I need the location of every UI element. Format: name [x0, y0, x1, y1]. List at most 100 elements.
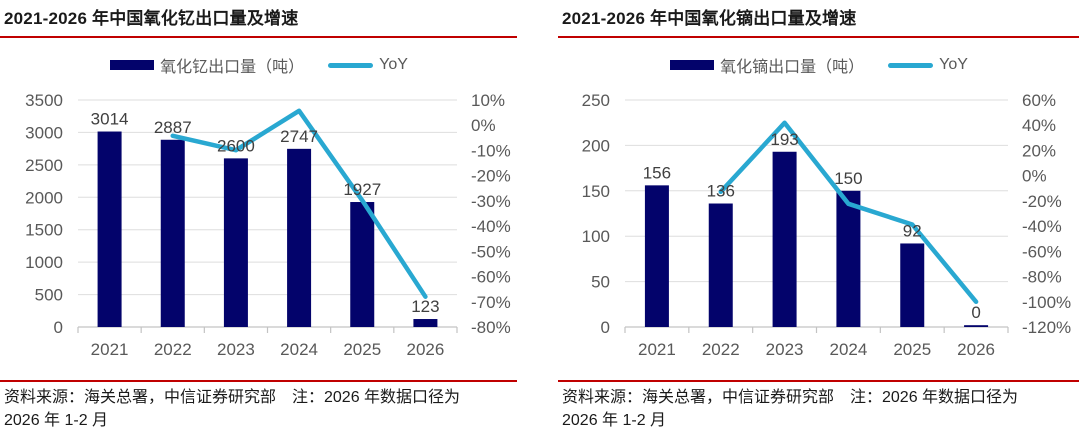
- source-note-line1: 资料来源：海关总署，中信证券研究部 注：2026 年数据口径为: [562, 389, 1019, 406]
- svg-text:2026: 2026: [407, 340, 445, 359]
- bar: [836, 190, 861, 327]
- svg-text:500: 500: [35, 286, 63, 305]
- svg-text:0: 0: [54, 318, 63, 337]
- svg-text:156: 156: [643, 163, 671, 182]
- svg-text:100: 100: [582, 227, 610, 246]
- svg-text:1927: 1927: [343, 180, 381, 199]
- bar: [223, 158, 248, 327]
- svg-text:2000: 2000: [25, 188, 63, 207]
- chart-panel-yttrium-oxide: 2021-2026 年中国氧化钇出口量及增速 氧化钇出口量（吨） YoY 0 50…: [0, 0, 518, 439]
- svg-text:-80%: -80%: [1022, 268, 1062, 287]
- bar-series-swatch-icon: [110, 60, 155, 70]
- bar-series-label: 氧化镝出口量（吨）: [720, 59, 865, 76]
- right-axis-labels: 60% 40% 20% 0% -20% -40% -60% -80% -100% -120%: [1022, 91, 1071, 337]
- svg-text:-100%: -100%: [1022, 293, 1071, 312]
- bar: [644, 185, 669, 327]
- source-note-line2: 2026 年 1-2 月: [4, 411, 109, 429]
- source-note: 资料来源：海关总署，中信证券研究部 注：2026 年数据口径为 2026 年 1…: [558, 380, 1079, 432]
- source-note: 资料来源：海关总署，中信证券研究部 注：2026 年数据口径为 2026 年 1…: [0, 380, 517, 432]
- chart-title: 2021-2026 年中国氧化镝出口量及增速: [558, 2, 1079, 38]
- gridlines: [78, 99, 457, 328]
- svg-text:0: 0: [971, 303, 980, 322]
- svg-text:-80%: -80%: [471, 318, 511, 337]
- x-axis-ticks: [624, 327, 1009, 333]
- line-series-label: YoY: [379, 56, 408, 73]
- chart-canvas-dysprosium: 0 50 100 150 200 250 60% 40% 20% 0% -20% -40% -60% -8…: [582, 91, 1072, 359]
- bar-series: [97, 131, 438, 327]
- svg-text:2500: 2500: [25, 156, 63, 175]
- svg-text:200: 200: [582, 136, 610, 155]
- chart-canvas-yttrium: 0 500 1000 1500 2000 2500 3000 3500 10% 0% -10% -20…: [25, 91, 511, 359]
- chart-panel-dysprosium-oxide: 2021-2026 年中国氧化镝出口量及增速 氧化镝出口量（吨） YoY 0 50…: [558, 0, 1080, 439]
- svg-text:123: 123: [411, 297, 439, 316]
- svg-text:-40%: -40%: [471, 217, 511, 236]
- svg-text:-40%: -40%: [1022, 217, 1062, 236]
- bar: [900, 243, 925, 327]
- left-axis-labels: 0 50 100 150 200 250: [582, 91, 610, 337]
- svg-text:193: 193: [770, 130, 798, 149]
- svg-text:2024: 2024: [280, 340, 318, 359]
- svg-text:-20%: -20%: [471, 167, 511, 186]
- svg-text:-10%: -10%: [471, 141, 511, 160]
- chart-legend: 氧化镝出口量（吨） YoY: [558, 52, 1080, 78]
- svg-text:2024: 2024: [830, 340, 868, 359]
- bar: [160, 139, 185, 327]
- svg-text:60%: 60%: [1022, 91, 1056, 110]
- svg-text:3000: 3000: [25, 123, 63, 142]
- svg-text:0%: 0%: [1022, 167, 1047, 186]
- bar-series: [644, 151, 989, 327]
- svg-text:2747: 2747: [280, 127, 318, 146]
- source-note-line2: 2026 年 1-2 月: [562, 411, 667, 429]
- bar: [964, 325, 989, 327]
- right-axis-labels: 10% 0% -10% -20% -30% -40% -50% -60% -70% -80%: [471, 91, 511, 337]
- left-axis-labels: 0 500 1000 1500 2000 2500 3000 3500: [25, 91, 63, 337]
- yoy-line: [170, 108, 428, 299]
- svg-text:2026: 2026: [957, 340, 995, 359]
- svg-text:1000: 1000: [25, 253, 63, 272]
- svg-text:92: 92: [903, 221, 922, 240]
- svg-text:40%: 40%: [1022, 116, 1056, 135]
- svg-text:136: 136: [707, 182, 735, 201]
- svg-text:2887: 2887: [154, 118, 192, 137]
- bar-value-labels: 156 136 193 150 92 0: [643, 130, 981, 322]
- svg-text:2023: 2023: [217, 340, 255, 359]
- svg-text:-50%: -50%: [471, 242, 511, 261]
- bar: [708, 203, 733, 327]
- svg-text:2025: 2025: [893, 340, 931, 359]
- svg-text:150: 150: [834, 169, 862, 188]
- svg-text:-70%: -70%: [471, 293, 511, 312]
- bar: [97, 131, 122, 327]
- svg-text:2022: 2022: [702, 340, 740, 359]
- x-axis-labels: 2021 2022 2023 2024 2025 2026: [638, 340, 995, 359]
- line-series-label: YoY: [939, 56, 968, 73]
- chart-title: 2021-2026 年中国氧化钇出口量及增速: [0, 2, 517, 38]
- svg-text:2021: 2021: [91, 340, 129, 359]
- svg-text:1500: 1500: [25, 221, 63, 240]
- svg-text:50: 50: [591, 273, 610, 292]
- svg-text:2021: 2021: [638, 340, 676, 359]
- bar-value-labels: 3014 2887 2600 2747 1927 123: [91, 110, 440, 317]
- svg-text:-120%: -120%: [1022, 318, 1071, 337]
- svg-text:0%: 0%: [471, 116, 496, 135]
- line-series-swatch-icon: [328, 62, 374, 68]
- source-note-line1: 资料来源：海关总署，中信证券研究部 注：2026 年数据口径为: [4, 389, 461, 406]
- x-axis-ticks: [77, 327, 458, 333]
- svg-text:20%: 20%: [1022, 141, 1056, 160]
- bar: [772, 151, 797, 327]
- svg-text:150: 150: [582, 182, 610, 201]
- svg-text:2022: 2022: [154, 340, 192, 359]
- svg-text:2025: 2025: [343, 340, 381, 359]
- svg-text:250: 250: [582, 91, 610, 110]
- svg-text:-60%: -60%: [1022, 242, 1062, 261]
- svg-text:-60%: -60%: [471, 268, 511, 287]
- svg-text:-30%: -30%: [471, 192, 511, 211]
- svg-text:0: 0: [601, 318, 610, 337]
- gridlines: [625, 99, 1008, 328]
- line-series-swatch-icon: [888, 62, 934, 68]
- bar-series-swatch-icon: [670, 60, 715, 70]
- svg-text:-20%: -20%: [1022, 192, 1062, 211]
- svg-text:10%: 10%: [471, 91, 505, 110]
- svg-text:2600: 2600: [217, 136, 255, 155]
- svg-text:3014: 3014: [91, 110, 129, 129]
